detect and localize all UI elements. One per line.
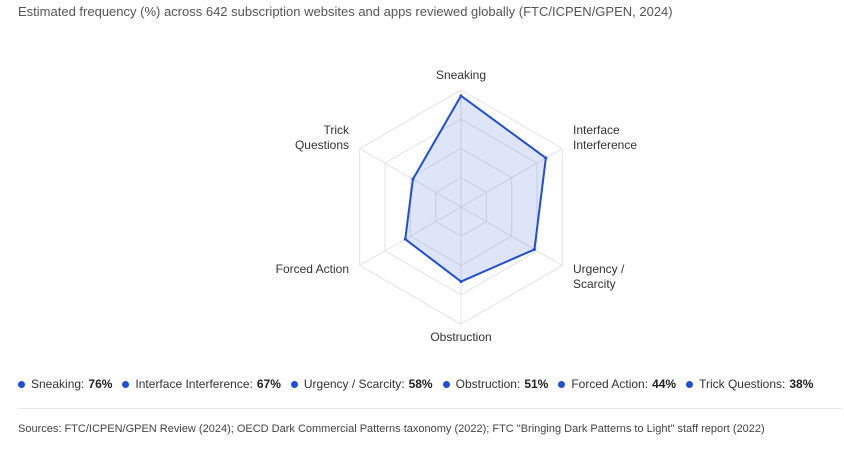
legend-value: 76% [88, 377, 113, 391]
legend-name: Sneaking [31, 377, 88, 391]
legend-dot [18, 380, 25, 388]
radar-point [532, 247, 536, 251]
radar-point [544, 156, 548, 160]
legend-value: 38% [789, 377, 814, 391]
legend-dot [686, 380, 694, 388]
axis-label: Obstruction [430, 330, 492, 344]
axis-label: Interface Interference [572, 122, 638, 152]
legend: Sneaking76% Interface Interference67% Urge… [18, 377, 813, 391]
radar-point [459, 280, 463, 284]
source: Sources: FTC/ICPEN/GPEN Review (2024); O… [18, 423, 765, 435]
legend-value: 51% [524, 377, 549, 391]
legend-name: Forced Action [571, 377, 652, 391]
legend-name: Urgency / Scarcity [304, 377, 409, 391]
legend-item: Sneaking76% [18, 377, 112, 391]
legend-item: Interface Interference67% [122, 377, 281, 391]
axis-label: Urgency / Scarcity [572, 261, 625, 291]
legend-dot [290, 380, 298, 388]
legend-name: Trick Questions [699, 377, 789, 391]
legend-dot [558, 380, 566, 388]
axis-label: Sneaking [435, 68, 487, 82]
spoke [460, 206, 563, 266]
legend-dot [122, 380, 130, 388]
legend-value: 44% [652, 377, 677, 391]
legend-item: Forced Action44% [558, 377, 676, 391]
radar-area [404, 94, 547, 283]
legend-item: Urgency / Scarcity58% [290, 377, 433, 391]
legend-dot [442, 380, 450, 388]
spoke [359, 148, 462, 208]
radar-point [459, 94, 463, 98]
legend-value: 67% [256, 377, 281, 391]
legend-item: Trick Questions38% [686, 377, 813, 391]
legend-value: 58% [408, 377, 433, 391]
axis-label: Trick Questions [294, 122, 349, 152]
radar-point [411, 177, 415, 181]
subtitle: Estimated frequency (%) across 642 subsc… [18, 4, 673, 19]
legend-name: Interface Interference [135, 377, 256, 391]
spoke [359, 206, 462, 266]
legend-item: Obstruction51% [442, 377, 549, 391]
axis-label: Forced Action [275, 261, 349, 276]
separator [18, 408, 842, 409]
radar-point [403, 237, 407, 241]
legend-name: Obstruction [456, 377, 525, 391]
chart [359, 89, 563, 325]
